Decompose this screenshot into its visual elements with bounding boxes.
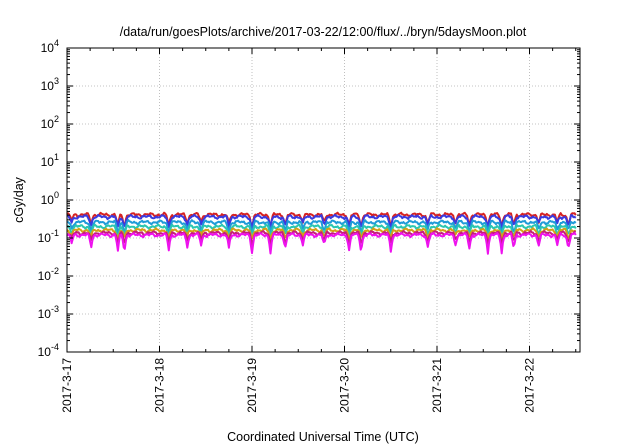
series-line-5 <box>66 227 576 242</box>
series-line-3 <box>66 219 577 236</box>
x-tick-label: 2017-3-21 <box>430 358 444 413</box>
y-tick-label: 10-2 <box>38 266 59 283</box>
y-tick-label: 104 <box>41 38 59 55</box>
x-tick-label: 2017-3-19 <box>245 358 259 413</box>
x-tick-label: 2017-3-18 <box>153 358 167 413</box>
y-axis-label: cGy/day <box>12 176 26 223</box>
x-axis: 2017-3-17 2017-3-18 2017-3-19 2017-3-20 2017… <box>60 48 577 413</box>
series-group <box>66 211 577 255</box>
x-tick-label: 2017-3-22 <box>523 358 537 413</box>
y-tick-label: 101 <box>41 152 59 169</box>
y-tick-label: 103 <box>41 76 59 93</box>
series-line-2 <box>66 213 577 230</box>
x-tick-label: 2017-3-17 <box>60 358 74 413</box>
series-line-1 <box>66 211 577 231</box>
y-axis: 104 103 102 101 100 10-1 10-2 10-3 10-4 <box>38 38 580 359</box>
y-tick-label: 100 <box>41 190 59 207</box>
plot-frame <box>66 47 581 353</box>
series-line-4 <box>66 223 577 240</box>
x-tick-label: 2017-3-20 <box>338 358 352 413</box>
x-axis-label: Coordinated Universal Time (UTC) <box>227 430 419 444</box>
chart-title: /data/run/goesPlots/archive/2017-03-22/1… <box>120 25 527 39</box>
y-tick-label: 10-3 <box>38 304 59 321</box>
y-tick-label: 10-4 <box>38 342 59 359</box>
grid <box>67 48 580 352</box>
y-tick-label: 10-1 <box>38 228 59 245</box>
series-line-7 <box>66 231 577 255</box>
y-tick-label: 102 <box>41 114 59 131</box>
